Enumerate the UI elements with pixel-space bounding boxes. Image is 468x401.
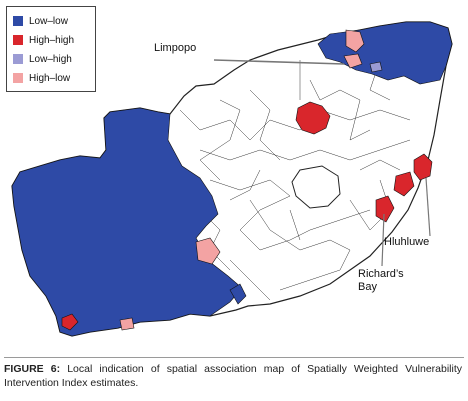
- richards-bay-label: Richard’s Bay: [358, 268, 404, 293]
- legend-swatch: [13, 35, 23, 45]
- legend-item-high-low: High–low: [13, 70, 70, 86]
- legend-item-low-low: Low–low: [13, 13, 68, 29]
- legend-item-high-high: High–high: [13, 32, 74, 48]
- hluhluwe-leader-line: [425, 177, 431, 237]
- high-low-karoo: [195, 237, 221, 265]
- high-high-gauteng: [295, 101, 331, 135]
- figure-caption: FIGURE 6: Local indication of spatial as…: [4, 362, 462, 390]
- legend-item-low-high: Low–high: [13, 51, 72, 67]
- legend-label: High–high: [29, 34, 75, 46]
- limpopo-leader-line: [213, 59, 345, 65]
- high-high-capetown: [61, 313, 79, 331]
- high-high-richards-bay: [375, 195, 395, 223]
- high-low-limpopo-2: [343, 53, 363, 69]
- richards-bay-leader-line: [381, 213, 385, 267]
- legend-label: High–low: [29, 72, 71, 84]
- legend-label: Low–high: [29, 53, 72, 65]
- low-low-southeast: [229, 283, 247, 305]
- caption-text: Local indication of spatial association …: [4, 363, 462, 389]
- municipal-boundaries: [179, 59, 411, 301]
- lisa-map-figure: Low–low High–high Low–high High–low Limp…: [6, 6, 453, 337]
- high-high-northcoast: [393, 171, 415, 197]
- limpopo-label: Limpopo: [154, 42, 197, 54]
- high-low-south: [119, 317, 135, 331]
- high-low-limpopo: [345, 29, 365, 53]
- legend-swatch: [13, 54, 23, 64]
- hluhluwe-label: Hluhluwe: [384, 236, 430, 248]
- south-africa-map: [11, 21, 453, 337]
- legend-swatch: [13, 16, 23, 26]
- high-high-hluhluwe: [413, 153, 433, 181]
- legend-swatch: [13, 73, 23, 83]
- map-legend: Low–low High–high Low–high High–low: [6, 6, 96, 92]
- legend-label: Low–low: [29, 15, 68, 27]
- low-high-northeast: [369, 61, 383, 73]
- figure-number: FIGURE 6:: [4, 363, 61, 375]
- caption-divider: [4, 357, 464, 358]
- lesotho-outline: [291, 165, 341, 209]
